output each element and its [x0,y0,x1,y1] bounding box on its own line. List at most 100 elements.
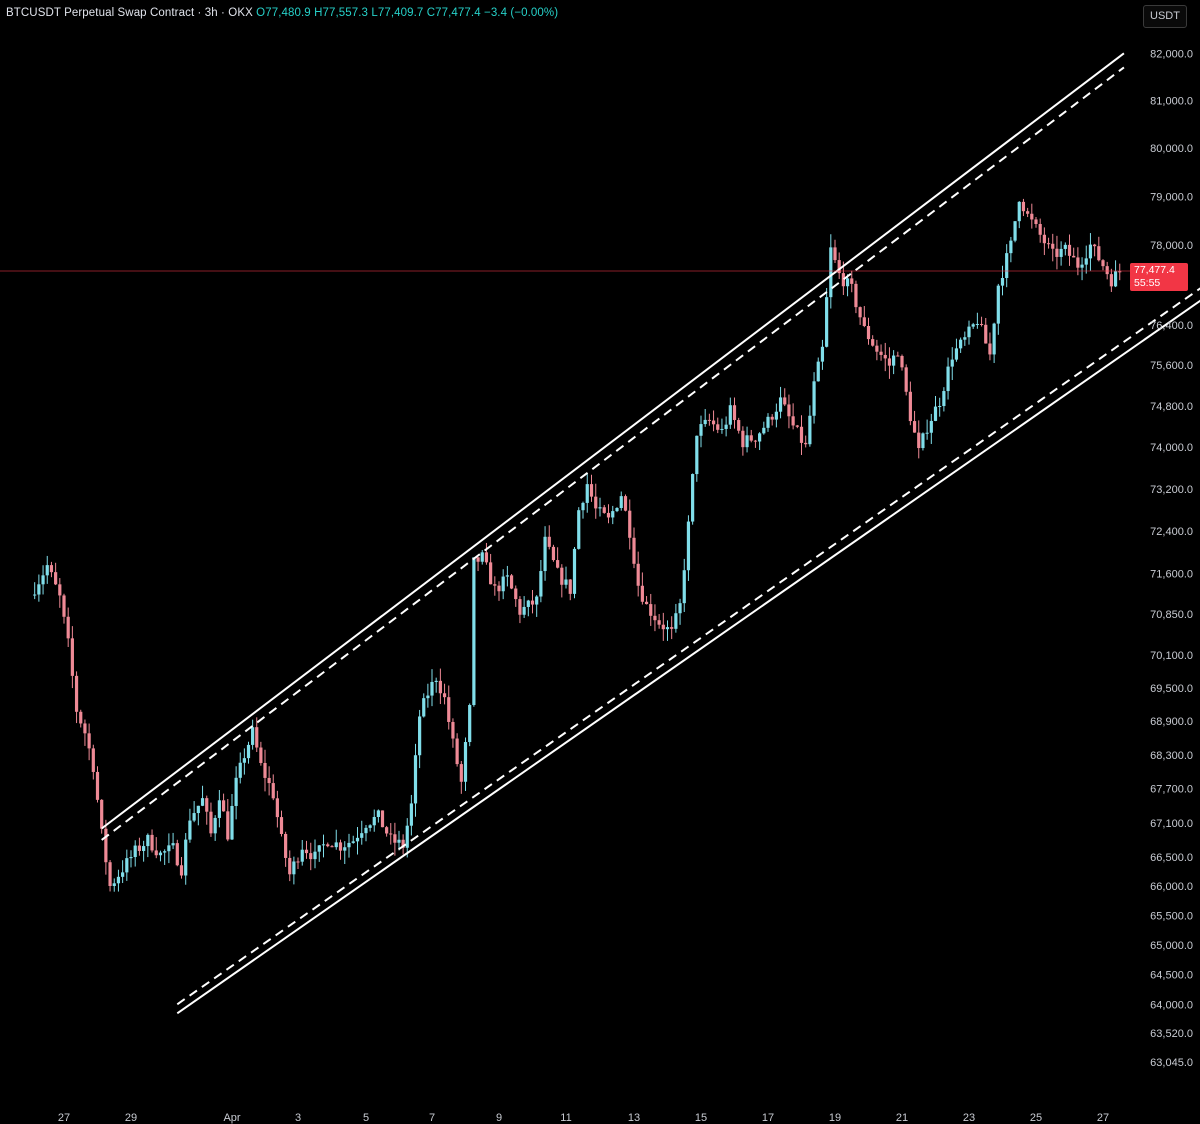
candle-body [841,273,845,287]
candle-body [783,397,787,405]
candle-body [703,419,707,425]
candle-body [226,811,230,840]
candle-body [309,853,313,860]
candle-body [41,575,45,585]
candle-body [49,565,54,573]
candle-body [347,842,351,848]
candle-body [883,354,887,359]
candle-body [589,484,594,497]
candle-body [230,805,234,840]
time-axis[interactable]: 27 29 Apr 3 5 7 9 11 13 15 17 19 21 23 25 27 [58,1112,1109,1124]
price-tick-label: 74,000.0 [1150,442,1193,454]
candle-body [1030,213,1034,220]
candle-body [205,798,209,812]
price-tick-label: 68,900.0 [1150,716,1193,728]
candle-body [611,511,615,518]
candle-body [54,572,58,585]
candle-body [385,827,389,834]
open-value: O77,480.9 [256,7,311,19]
candle-body [343,847,347,851]
candle-body [577,510,581,549]
candle-body [720,428,724,430]
candle-body [845,278,850,287]
candle-body [121,872,125,877]
candle-body [908,391,912,422]
candle-body [263,762,267,778]
price-axis[interactable]: 82,000.0 81,000.0 80,000.0 79,000.0 78,000.0… [1150,48,1193,1069]
candle-body [83,723,87,734]
candle-body [572,548,577,594]
price-tick-label: 80,000.0 [1150,143,1193,155]
candle-body [330,846,334,848]
candle-body [489,562,493,585]
candle-body [871,339,875,346]
currency-button[interactable]: USDT [1143,5,1187,28]
candle-body [896,355,900,357]
candle-body [409,803,413,826]
parallel-channel[interactable] [101,52,1200,1015]
candle-body [636,563,640,586]
price-tick-label: 79,000.0 [1150,191,1193,203]
candle-body [623,496,628,511]
candle-body [58,584,62,596]
candle-body [497,585,501,592]
candle-body [368,825,372,828]
price-tick-label: 64,000.0 [1150,999,1193,1011]
candle-body [1009,240,1013,254]
candle-body [996,285,1000,324]
candle-body [351,841,355,843]
candle-body [1000,277,1005,286]
candle-body [933,406,938,421]
candle-body [804,442,808,445]
candle-body [858,307,862,318]
candle-body [522,606,526,615]
channel-lower-solid-line[interactable] [176,290,1200,1015]
candle-body [321,844,326,846]
candle-body [606,512,611,518]
candle-body [91,748,95,772]
last-price-value: 77,477.4 [1134,264,1175,277]
candle-body [104,828,108,863]
candle-body [213,817,217,834]
channel-upper-dashed-line[interactable] [101,66,1125,841]
candle-body [484,552,489,563]
candle-body [447,697,451,722]
candle-body [434,680,438,682]
candle-body [695,435,699,475]
candle-body [372,816,376,826]
candle-body [463,742,468,782]
time-tick-label: Apr [223,1112,240,1124]
candle-body [1046,243,1051,245]
candle-body [854,283,858,308]
candle-body [942,391,946,407]
channel-lower-dashed-line[interactable] [176,277,1200,1006]
candle-body [1005,253,1009,278]
candle-body [468,705,472,743]
candle-body [288,857,292,875]
candle-body [87,733,91,749]
candle-body [393,834,397,843]
candle-body [188,820,192,840]
candle-body [1109,274,1113,287]
channel-upper-solid-line[interactable] [101,52,1125,830]
price-tick-label: 63,045.0 [1150,1057,1193,1069]
candle-body [376,810,380,817]
symbol-title[interactable]: BTCUSDT Perpetual Swap Contract · 3h · O… [6,7,253,19]
price-tick-label: 75,600.0 [1150,360,1193,372]
price-tick-label: 82,000.0 [1150,48,1193,60]
candle-body [1118,271,1122,273]
candle-body [279,817,284,834]
candle-body [833,247,837,261]
candle-body [602,507,606,513]
candle-body [543,536,547,572]
candle-body [501,576,505,592]
candle-body [62,595,66,617]
candle-body [1088,244,1093,259]
candle-body [242,758,246,763]
candle-body [476,557,480,562]
candle-body [142,846,146,851]
candle-body [1080,264,1084,268]
time-tick-label: 25 [1030,1112,1042,1124]
price-tick-label: 81,000.0 [1150,95,1193,107]
